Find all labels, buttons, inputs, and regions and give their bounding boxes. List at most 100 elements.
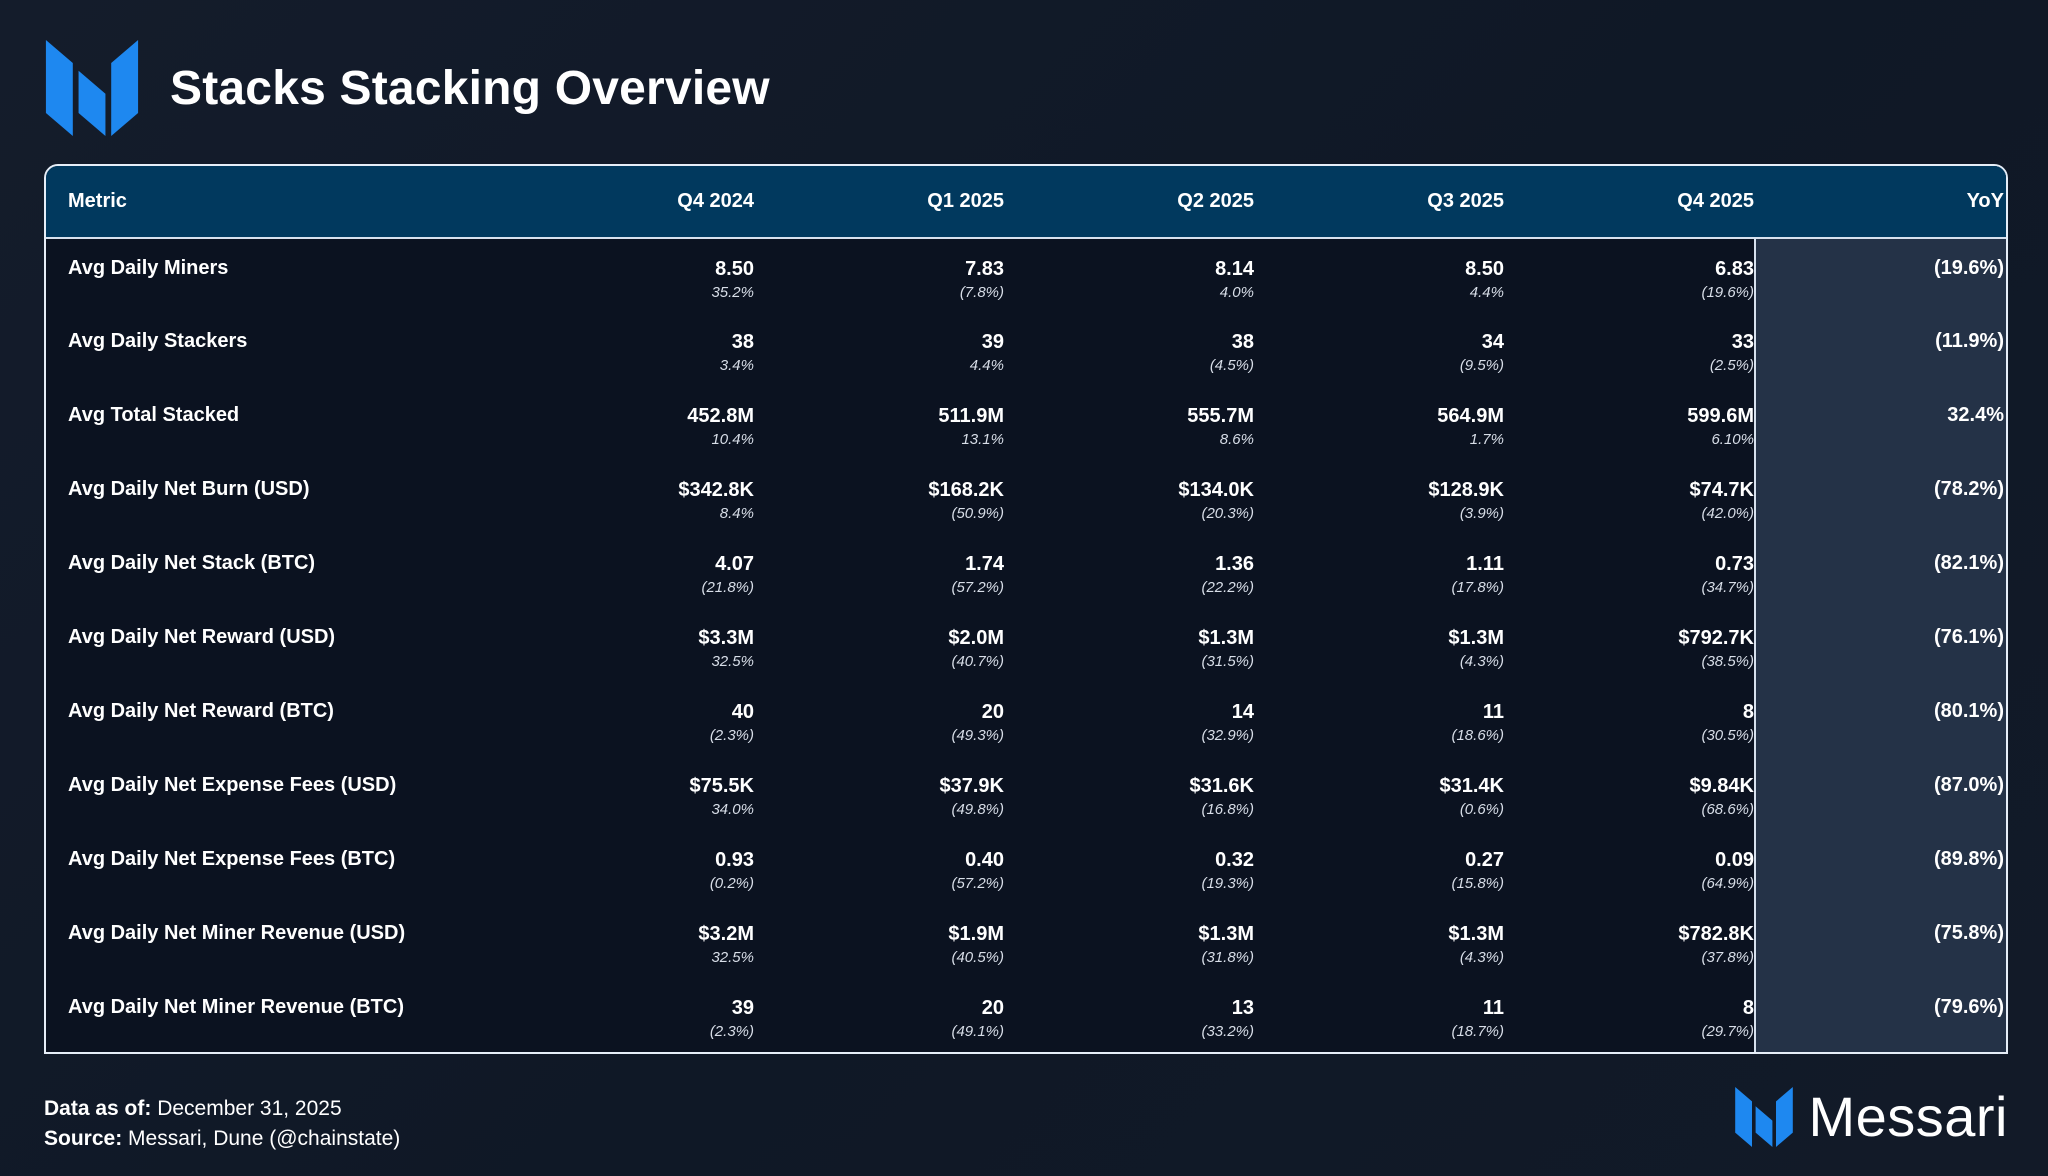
yoy-value: (79.6%) (1933, 996, 2004, 1018)
cell-value: 564.9M (1437, 405, 1504, 427)
table-cell: 8 (30.5%) (1526, 682, 1776, 756)
cell-value: 34 (1481, 331, 1504, 353)
cell-change: (32.9%) (1201, 727, 1254, 744)
table-cell: 6.83 (19.6%) (1526, 238, 1776, 312)
cell-value: 0.09 (1715, 849, 1754, 871)
table-cell: 1.36 (22.2%) (1026, 534, 1276, 608)
cell-value: 20 (981, 997, 1004, 1019)
table-cell: $37.9K (49.8%) (776, 756, 1026, 830)
cell-value: 8.50 (1465, 258, 1504, 280)
table-cell: $3.2M 32.5% (526, 904, 776, 978)
cell-change: (4.5%) (1209, 357, 1254, 374)
cell-value: $3.2M (698, 923, 754, 945)
table-cell: 4.07 (21.8%) (526, 534, 776, 608)
column-header-q4-2024: Q4 2024 (526, 166, 776, 239)
source-value: Messari, Dune (@chainstate) (128, 1127, 401, 1150)
column-header-q1-2025: Q1 2025 (776, 166, 1026, 239)
footer-notes: Data as of: December 31, 2025 Source: Me… (44, 1094, 400, 1154)
cell-change: 8.4% (719, 505, 754, 522)
cell-change: (18.6%) (1451, 727, 1504, 744)
cell-change: (2.5%) (1709, 357, 1754, 374)
metric-label: Avg Daily Net Expense Fees (BTC) (68, 848, 396, 870)
cell-change: (33.2%) (1201, 1023, 1254, 1040)
brand-name: Messari (1808, 1085, 2008, 1148)
yoy-value: (19.6%) (1933, 257, 2004, 279)
table-cell: 13 (33.2%) (1026, 978, 1276, 1052)
table-row: Avg Total Stacked 452.8M 10.4% 511.9M 13.1% 5… (46, 386, 2006, 460)
table-cell: 38 3.4% (526, 312, 776, 386)
cell-change: (7.8%) (959, 284, 1004, 301)
cell-value: 1.11 (1466, 553, 1504, 575)
cell-value: 6.83 (1715, 258, 1754, 280)
table-cell: 0.09 (64.9%) (1526, 830, 1776, 904)
metric-label: Avg Daily Miners (68, 257, 229, 279)
cell-change: 34.0% (711, 801, 754, 818)
table-cell: 0.73 (34.7%) (1526, 534, 1776, 608)
cell-value: 40 (731, 701, 754, 723)
messari-logo-icon (45, 40, 139, 136)
cell-change: (40.5%) (951, 949, 1004, 966)
cell-change: (31.8%) (1201, 949, 1254, 966)
yoy-value: (75.8%) (1933, 922, 2004, 944)
cell-value: 1.36 (1215, 553, 1254, 575)
metric-label: Avg Daily Stackers (68, 330, 248, 352)
metric-label: Avg Total Stacked (68, 404, 240, 426)
cell-change: (30.5%) (1701, 727, 1754, 744)
table-cell: 0.40 (57.2%) (776, 830, 1026, 904)
cell-change: 3.4% (719, 357, 754, 374)
cell-value: 1.74 (965, 553, 1004, 575)
table-cell: $31.6K (16.8%) (1026, 756, 1276, 830)
cell-value: 11 (1482, 701, 1504, 723)
yoy-column-divider (1754, 166, 1756, 1052)
table-cell: 8.14 4.0% (1026, 238, 1276, 312)
cell-value: $1.3M (1198, 923, 1254, 945)
table-cell: $1.9M (40.5%) (776, 904, 1026, 978)
table-cell: 564.9M 1.7% (1276, 386, 1526, 460)
yoy-value: (87.0%) (1933, 774, 2004, 796)
cell-change: (21.8%) (701, 579, 754, 596)
cell-change: (42.0%) (1701, 505, 1754, 522)
source-label: Source: (44, 1127, 123, 1150)
table-cell: 14 (32.9%) (1026, 682, 1276, 756)
cell-value: $31.6K (1189, 775, 1255, 797)
cell-change: 8.6% (1219, 431, 1254, 448)
metric-label: Avg Daily Net Expense Fees (USD) (68, 774, 397, 796)
data-as-of-label: Data as of: (44, 1097, 152, 1120)
table-cell: 20 (49.3%) (776, 682, 1026, 756)
cell-change: (38.5%) (1701, 653, 1754, 670)
table-cell: 34 (9.5%) (1276, 312, 1526, 386)
table-row: Avg Daily Net Expense Fees (BTC) 0.93 (0.2… (46, 830, 2006, 904)
cell-value: 11 (1482, 997, 1504, 1019)
cell-value: 0.93 (715, 849, 754, 871)
table-cell: 8.50 4.4% (1276, 238, 1526, 312)
cell-value: $168.2K (928, 479, 1004, 501)
cell-value: $74.7K (1689, 479, 1755, 501)
cell-value: 14 (1231, 701, 1254, 723)
messari-logo-icon (1735, 1086, 1794, 1147)
table-cell: 39 (2.3%) (526, 978, 776, 1052)
cell-change: 13.1% (961, 431, 1004, 448)
yoy-value: (76.1%) (1933, 626, 2004, 648)
table-cell: $74.7K (42.0%) (1526, 460, 1776, 534)
cell-value: $9.84K (1689, 775, 1755, 797)
data-as-of-value: December 31, 2025 (157, 1097, 342, 1120)
cell-change: (40.7%) (951, 653, 1004, 670)
table-row: Avg Daily Net Miner Revenue (USD) $3.2M 32… (46, 904, 2006, 978)
cell-value: 0.27 (1465, 849, 1504, 871)
cell-value: $31.4K (1439, 775, 1505, 797)
cell-value: 8.14 (1215, 258, 1254, 280)
table-cell: 555.7M 8.6% (1026, 386, 1276, 460)
cell-value: $3.3M (698, 627, 754, 649)
cell-change: (64.9%) (1701, 875, 1754, 892)
table-cell: 0.32 (19.3%) (1026, 830, 1276, 904)
table-cell: $75.5K 34.0% (526, 756, 776, 830)
table-cell: 1.74 (57.2%) (776, 534, 1026, 608)
cell-value: 0.73 (1715, 553, 1754, 575)
table-cell: 599.6M 6.10% (1526, 386, 1776, 460)
column-header-metric: Metric (46, 166, 526, 239)
cell-change: 10.4% (711, 431, 754, 448)
table-cell: 511.9M 13.1% (776, 386, 1026, 460)
table-row: Avg Daily Stackers 38 3.4% 39 4.4% 38 (4.5%) 34… (46, 312, 2006, 386)
cell-value: $128.9K (1428, 479, 1504, 501)
metric-label: Avg Daily Net Reward (BTC) (68, 700, 334, 722)
